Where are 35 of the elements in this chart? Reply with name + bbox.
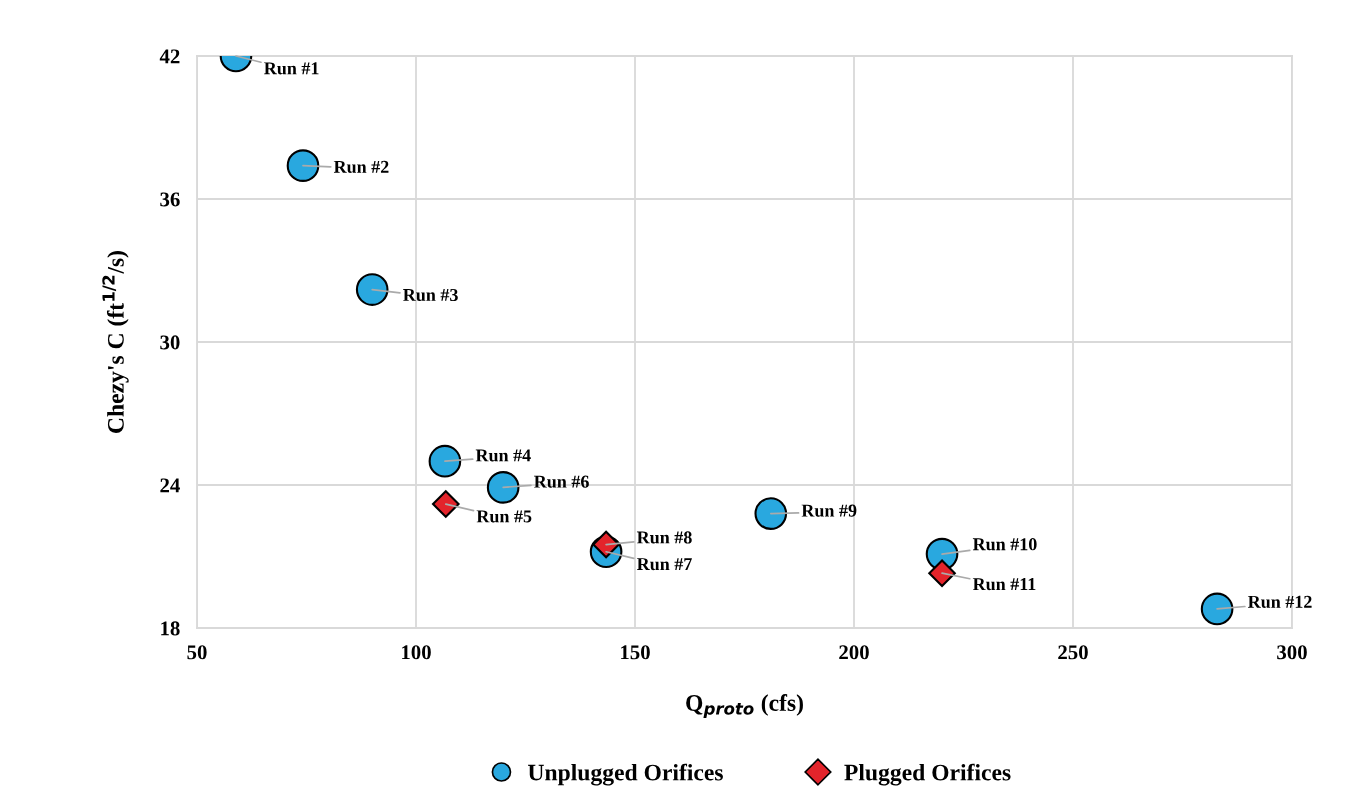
y-tick-label: 42 [159, 49, 180, 64]
x-tick-label: 150 [621, 645, 650, 660]
annotation: Run #4 [475, 449, 531, 462]
legend-label: Plugged Orifices [844, 763, 1011, 786]
y-tick-label: 18 [161, 621, 180, 636]
annotation: Run #10 [972, 538, 1037, 551]
point [754, 497, 788, 530]
annotation: Run #6 [534, 475, 589, 488]
x-tick-label: 100 [402, 645, 431, 660]
annotation: Run #12 [1247, 595, 1312, 608]
x-tick-label: 300 [1277, 645, 1307, 660]
y-tick-label: 24 [160, 478, 180, 493]
point [431, 490, 460, 518]
point [428, 444, 462, 478]
annotation: Run #3 [403, 288, 458, 302]
annotation: Run #2 [333, 160, 389, 173]
annotation: Run #11 [972, 578, 1036, 591]
point [928, 559, 956, 587]
annotation: Run #5 [476, 510, 532, 523]
y-tick-label: 30 [160, 335, 180, 350]
annotation: Run #9 [801, 504, 857, 517]
point [355, 273, 389, 306]
point [1200, 592, 1234, 626]
point [486, 471, 520, 504]
legend-label: Unplugged Orifices [528, 763, 723, 786]
annotation: Run #8 [636, 531, 692, 544]
annotation: Run #1 [264, 62, 319, 75]
x-tick-label: 200 [839, 645, 869, 660]
point [286, 149, 320, 182]
x-axis-title: Q$_{proto}$ (cfs) [686, 694, 803, 719]
y-tick-label: 36 [160, 192, 180, 207]
y-axis-title: Chezy's C (ft$^{1/2}$/s) [102, 251, 129, 433]
x-tick-label: 50 [187, 645, 207, 660]
annotation: Run #7 [636, 558, 692, 571]
x-tick-label: 250 [1058, 645, 1088, 660]
